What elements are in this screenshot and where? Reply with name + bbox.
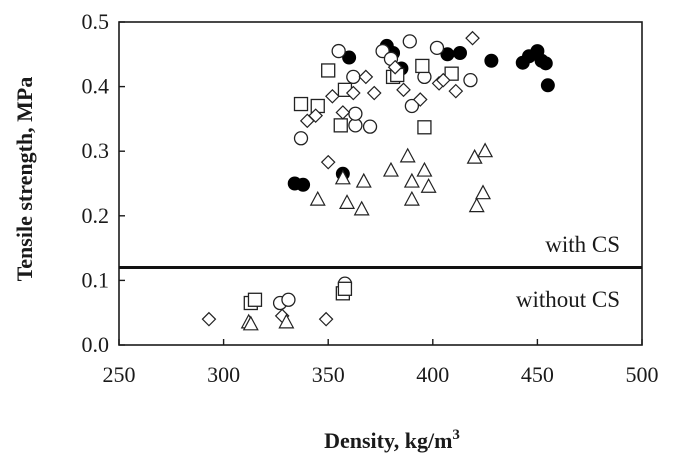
data-point-open-triangle (353, 200, 370, 216)
data-point-open-circle (331, 43, 346, 59)
data-point-open-diamond (358, 69, 374, 85)
data-point-open-circle (293, 131, 309, 146)
y-tick-label: 0.5 (82, 9, 110, 34)
data-point-open-square (321, 63, 336, 78)
y-tick-label: 0.3 (82, 138, 110, 163)
data-point-open-circle (429, 40, 445, 55)
data-point-open-triangle (382, 161, 399, 177)
x-tick-label: 350 (312, 362, 345, 387)
data-point-open-diamond (435, 72, 451, 88)
data-point-filled-circle (296, 177, 311, 192)
series-open-diamond (201, 30, 480, 327)
y-axis-ticks: 0.0 0.1 0.2 0.3 0.4 0.5 (82, 9, 125, 357)
data-point-open-diamond (318, 311, 334, 327)
y-axis-title: Tensile strength, MPa (12, 77, 37, 282)
series-open-triangle (240, 142, 494, 331)
data-point-open-square (337, 281, 353, 296)
data-point-open-triangle (399, 147, 416, 163)
data-point-open-triangle (278, 313, 295, 329)
data-point-open-diamond (387, 59, 403, 75)
series-open-square (243, 58, 459, 311)
data-point-open-diamond (396, 82, 411, 98)
data-point-open-circle (463, 72, 478, 88)
data-point-open-square (333, 118, 348, 133)
x-axis-title-text: Density, kg/m (324, 428, 452, 453)
data-point-open-diamond (325, 88, 340, 104)
data-point-open-diamond (366, 85, 382, 101)
data-point-open-circle (402, 34, 417, 49)
data-point-open-circle (346, 69, 361, 85)
x-tick-label: 300 (207, 362, 240, 387)
data-point-open-triangle (403, 190, 420, 206)
data-point-open-triangle (355, 172, 372, 188)
data-point-filled-circle (538, 56, 553, 71)
plot-frame (118, 21, 643, 346)
data-point-open-square (293, 96, 309, 112)
x-tick-label: 250 (103, 362, 136, 387)
data-point-open-diamond (345, 85, 361, 101)
data-point-open-triangle (339, 194, 356, 209)
data-point-open-triangle (403, 172, 420, 188)
y-tick-label: 0.4 (82, 74, 110, 99)
data-point-open-square (417, 120, 432, 135)
data-points (201, 30, 555, 331)
data-point-open-diamond (448, 83, 464, 99)
data-point-open-triangle (242, 315, 259, 331)
x-axis-ticks: 250 300 350 400 450 500 (103, 339, 659, 387)
data-point-open-square (415, 58, 430, 74)
x-tick-label: 500 (626, 362, 659, 387)
data-point-open-diamond (412, 92, 428, 107)
data-point-open-triangle (477, 142, 494, 158)
data-point-open-diamond (201, 311, 217, 327)
x-axis-title-superscript: 3 (452, 427, 460, 443)
data-point-open-triangle (416, 161, 433, 177)
data-point-open-square (247, 292, 263, 307)
x-tick-label: 450 (521, 362, 554, 387)
data-point-open-triangle (309, 190, 326, 206)
annotation-with-cs: with CS (545, 232, 620, 257)
plot-area (118, 21, 643, 346)
data-point-open-circle (348, 106, 363, 121)
y-tick-label: 0.1 (82, 267, 110, 292)
y-tick-label: 0.0 (82, 332, 110, 357)
data-point-filled-circle (540, 78, 555, 93)
data-point-filled-circle (452, 46, 467, 61)
data-point-filled-circle (342, 50, 357, 65)
data-point-filled-circle (484, 53, 499, 68)
data-point-open-triangle (475, 184, 492, 200)
data-point-open-diamond (308, 108, 323, 124)
data-point-open-diamond (465, 30, 480, 46)
series-open-circle (272, 34, 478, 311)
data-point-open-circle (281, 292, 296, 307)
data-point-open-diamond (320, 154, 336, 170)
data-point-open-diamond (335, 105, 351, 120)
data-point-open-square (444, 66, 459, 81)
data-point-open-circle (404, 98, 420, 114)
data-point-open-triangle (420, 177, 437, 193)
annotation-without-cs: without CS (516, 287, 620, 312)
data-point-open-triangle (468, 197, 485, 213)
x-tick-label: 400 (416, 362, 449, 387)
data-point-open-circle (362, 119, 378, 134)
x-axis-title: Density, kg/m3 (324, 427, 460, 453)
data-point-open-triangle (334, 169, 351, 185)
y-tick-label: 0.2 (82, 203, 110, 228)
